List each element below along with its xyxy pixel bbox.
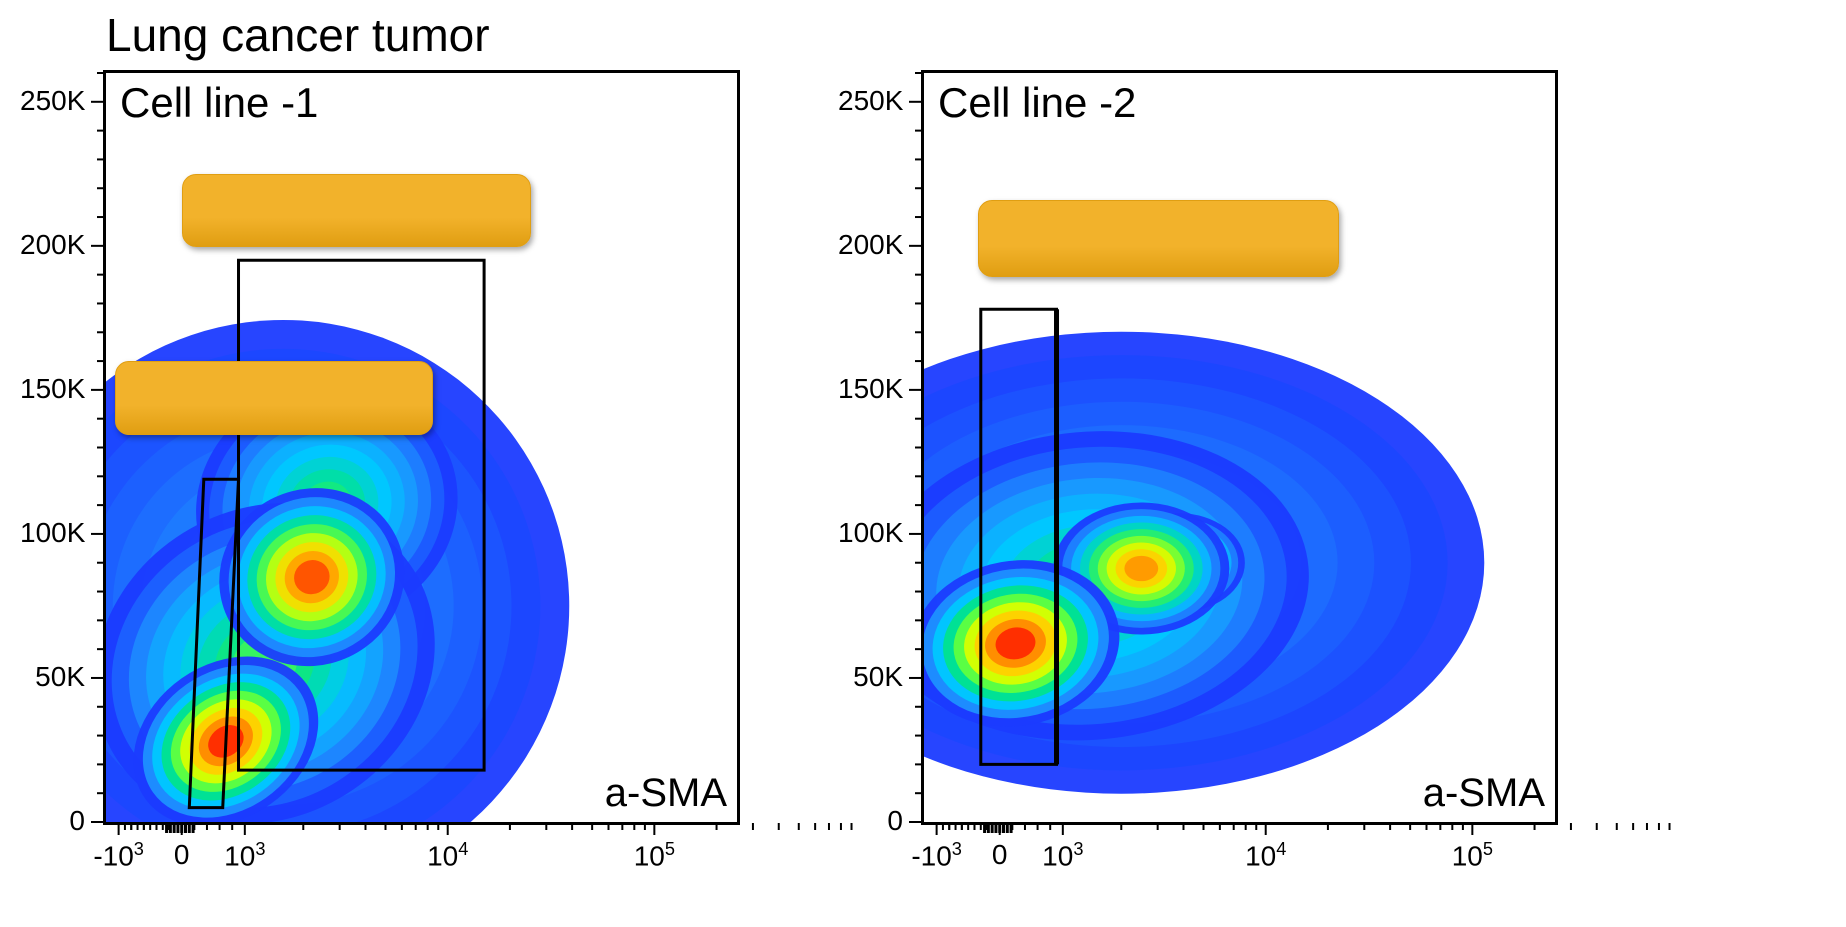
plot-area: Cell line -2 a-SMA [921,70,1558,825]
x-axis-label: a-SMA [1423,771,1545,816]
x-axis-ticks [103,823,740,883]
y-axis-ticks [20,70,107,825]
flow-plot: Cell line -1a-SMA050K100K150K200K250K-10… [20,70,740,905]
density-plot [924,73,1555,822]
plot-title: Cell line -1 [120,79,318,127]
plot-title: Cell line -2 [938,79,1136,127]
plot-area: Cell line -1 a-SMA [103,70,740,825]
flow-plot: Cell line -2a-SMA050K100K150K200K250K-10… [838,70,1558,905]
redaction-pill [115,361,433,434]
figure-root: Lung cancer tumor Cell line -1a-SMA050K1… [0,0,1846,927]
figure-title: Lung cancer tumor [106,8,490,62]
redaction-pill [978,200,1340,277]
y-axis-ticks [838,70,925,825]
redaction-pill [182,174,531,247]
x-axis-ticks [921,823,1558,883]
x-axis-label: a-SMA [605,771,727,816]
